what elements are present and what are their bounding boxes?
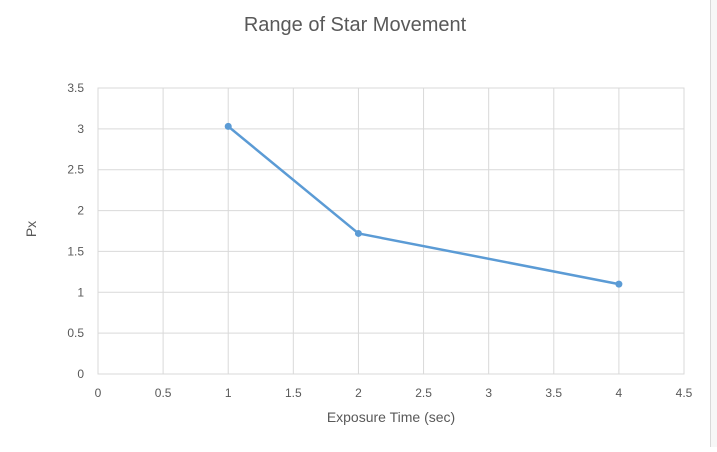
y-tick-label: 0 [77,367,84,381]
x-tick-label: 3 [485,386,492,400]
data-point [224,122,232,130]
y-axis-tick-labels: 0 0.5 1 1.5 2 2.5 3 3.5 [67,81,84,381]
x-tick-label: 1.5 [285,386,302,400]
x-tick-label: 0 [95,386,102,400]
x-tick-label: 0.5 [155,386,172,400]
y-tick-label: 0.5 [67,326,84,340]
y-axis-label: Px [23,221,39,237]
y-tick-label: 3 [77,122,84,136]
series-layer [224,122,623,288]
y-tick-label: 3.5 [67,81,84,95]
data-point [615,280,623,288]
y-tick-label: 2 [77,204,84,218]
window-right-edge [710,0,717,447]
y-tick-label: 1 [77,285,84,299]
x-tick-label: 3.5 [545,386,562,400]
x-tick-label: 2 [355,386,362,400]
y-tick-label: 2.5 [67,163,84,177]
x-tick-label: 2.5 [415,386,432,400]
data-point [354,229,362,237]
x-axis-label: Exposure Time (sec) [327,409,455,425]
y-tick-label: 1.5 [67,244,84,258]
x-axis-tick-labels: 0 0.5 1 1.5 2 2.5 3 3.5 4 4.5 [95,386,693,400]
x-tick-label: 1 [225,386,232,400]
x-tick-label: 4 [616,386,623,400]
chart-title: Range of Star Movement [244,14,467,36]
plot-area-frame [97,87,685,375]
x-tick-label: 4.5 [676,386,693,400]
